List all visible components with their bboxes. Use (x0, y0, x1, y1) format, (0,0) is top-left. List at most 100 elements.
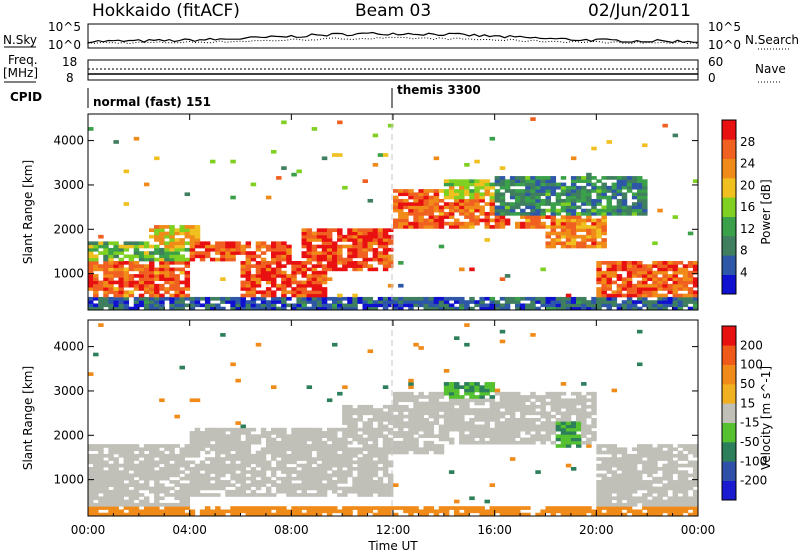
heat-cell (215, 296, 221, 301)
heat-cell (164, 467, 170, 471)
heat-cell (199, 463, 206, 468)
heat-cell (367, 434, 374, 438)
heat-cell (499, 427, 506, 432)
heat-cell (174, 444, 180, 448)
heat-cell (576, 244, 582, 249)
heat-cell (398, 198, 404, 203)
heat-cell (265, 440, 272, 445)
heat-cell (367, 408, 374, 412)
heat-cell (545, 427, 551, 432)
heat-cell (423, 427, 429, 432)
heat-cell (93, 509, 99, 514)
heat-cell (265, 506, 272, 510)
heat-cell (631, 460, 638, 465)
heat-cell (260, 506, 267, 510)
heat-cell (637, 198, 643, 203)
heat-cell (362, 296, 368, 301)
heat-cell (255, 512, 262, 517)
heat-cell (265, 486, 272, 491)
heat-cell (337, 391, 343, 396)
heat-cell (118, 447, 124, 452)
heat-cell (662, 287, 668, 291)
heat-cell (586, 300, 592, 304)
heat-cell (250, 303, 257, 308)
heat-cell (362, 234, 368, 239)
heat-cell (265, 267, 272, 272)
heat-cell (93, 277, 99, 281)
heat-cell (321, 483, 328, 487)
heat-cell (174, 480, 180, 484)
heat-cell (281, 480, 287, 484)
heat-cell (494, 418, 501, 422)
heat-cell (382, 231, 389, 236)
heat-cell (169, 306, 175, 311)
heat-cell (271, 440, 277, 445)
heat-cell (586, 303, 592, 308)
heat-cell (494, 404, 501, 409)
heat-cell (245, 241, 252, 246)
heat-cell (418, 300, 424, 304)
heat-cell (398, 391, 404, 396)
heat-cell (479, 388, 485, 393)
heat-cell (113, 486, 119, 491)
heat-cell (296, 169, 302, 174)
heat-cell (337, 437, 343, 442)
heat-cell (459, 189, 465, 193)
heat-cell (316, 251, 323, 255)
heat-cell (560, 225, 567, 229)
heat-cell (240, 463, 246, 468)
heat-cell (321, 228, 328, 232)
heat-cell (555, 231, 562, 236)
heat-cell (642, 192, 648, 197)
heat-cell (576, 414, 582, 419)
heat-cell (418, 434, 424, 438)
heat-cell (565, 221, 572, 226)
heat-cell (347, 414, 353, 419)
heat-cell (438, 208, 445, 213)
heat-cell (581, 509, 587, 514)
heat-cell (332, 463, 338, 468)
heat-cell (255, 283, 262, 288)
heat-cell (606, 493, 612, 497)
heat-cell (357, 460, 363, 465)
heat-cell (504, 421, 511, 425)
heat-cell (631, 306, 638, 311)
y-tick-label: 2000 (53, 222, 84, 236)
heat-cell (159, 303, 165, 308)
heat-cell (123, 502, 130, 507)
heat-cell (194, 473, 201, 478)
heat-cell (194, 444, 201, 448)
heat-cell (418, 418, 424, 422)
heat-cell (428, 434, 435, 438)
heat-cell (387, 283, 394, 288)
heat-cell (509, 208, 516, 213)
heat-cell (509, 418, 516, 422)
heat-cell (362, 463, 368, 468)
heat-cell (576, 440, 582, 445)
heat-cell (296, 486, 302, 491)
heat-cell (438, 408, 445, 412)
heat-cell (484, 411, 490, 416)
heat-cell (550, 215, 557, 219)
heat-cell (174, 267, 180, 272)
heat-cell (316, 261, 323, 265)
heat-cell (235, 489, 241, 494)
heat-cell (311, 493, 318, 497)
heat-cell (418, 450, 424, 455)
heat-cell (606, 483, 612, 487)
heat-cell (515, 391, 521, 396)
heat-cell (545, 424, 551, 429)
heat-cell (357, 408, 363, 412)
heat-cell (413, 427, 419, 432)
heat-cell (550, 205, 557, 210)
heat-cell (189, 470, 196, 474)
heat-cell (382, 489, 389, 494)
heat-cell (535, 215, 541, 219)
heat-cell (286, 254, 292, 259)
heat-cell (311, 293, 318, 298)
heat-cell (225, 483, 231, 487)
heat-cell (230, 303, 236, 308)
heat-cell (265, 270, 272, 275)
heat-cell (296, 457, 302, 461)
heat-cell (504, 189, 511, 193)
